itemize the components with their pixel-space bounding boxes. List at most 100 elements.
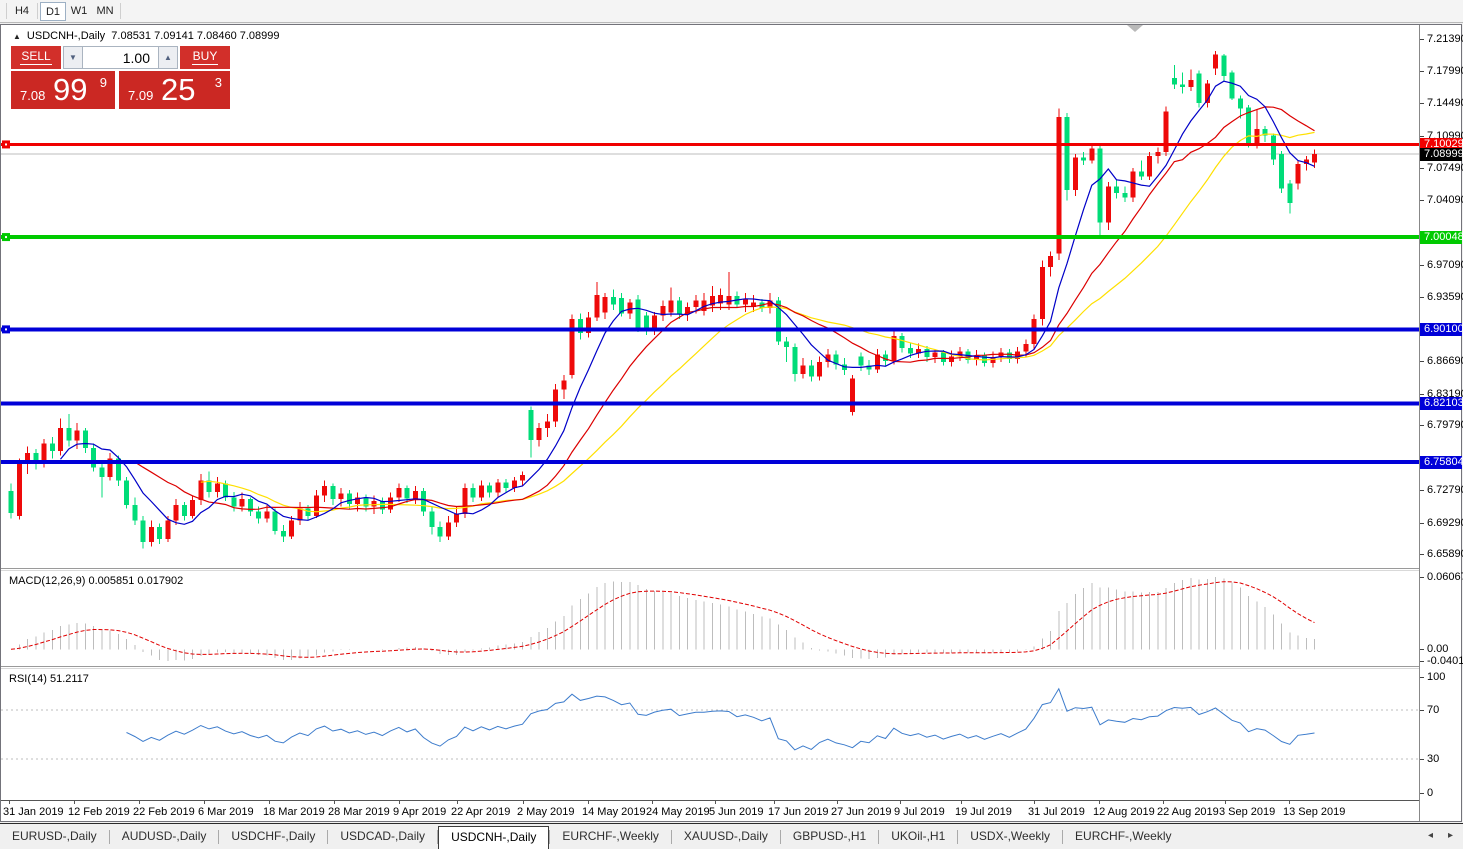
tabs-scroll-left-icon[interactable]: ◂ <box>1428 830 1434 841</box>
chart-tab-eurusd-daily[interactable]: EURUSD-,Daily <box>12 829 97 843</box>
price-tick-label: 7.07490 <box>1427 162 1463 174</box>
price-badge: 6.82103 <box>1420 397 1463 411</box>
macd-tick <box>1420 649 1424 651</box>
tab-separator <box>779 830 781 844</box>
timeframe-button-w1[interactable]: W1 <box>70 5 88 17</box>
buy-price-pip-digit: 3 <box>214 75 222 90</box>
date-label: 6 Mar 2019 <box>198 806 254 818</box>
chart-tab-usdcad-daily[interactable]: USDCAD-,Daily <box>340 829 426 843</box>
rsi-tick <box>1420 759 1424 761</box>
rsi-tick-label: 70 <box>1427 703 1440 716</box>
macd-tick-label: 0.060674 <box>1427 571 1463 583</box>
date-tick <box>715 801 716 804</box>
chart-tab-usdchf-daily[interactable]: USDCHF-,Daily <box>231 829 316 843</box>
date-tick <box>523 801 524 804</box>
date-label: 9 Jul 2019 <box>894 806 945 818</box>
price-tick <box>1420 70 1424 72</box>
price-tick-label: 6.69290 <box>1427 516 1463 529</box>
price-tick-label: 7.04090 <box>1427 193 1463 206</box>
ma-line-7 <box>60 80 1315 525</box>
volume-decrease-icon[interactable]: ▼ <box>63 46 83 69</box>
price-tick-label: 6.79790 <box>1427 419 1463 432</box>
tab-separator <box>670 830 672 844</box>
chart-title: ▲ USDCNH-,Daily 7.08531 7.09141 7.08460 7… <box>13 30 280 42</box>
volume-increase-icon[interactable]: ▲ <box>158 46 178 69</box>
price-tick <box>1420 264 1424 266</box>
price-tick-label: 6.83190 <box>1427 387 1463 400</box>
date-tick <box>334 801 335 804</box>
chart-tab-usdx-weekly[interactable]: USDX-,Weekly <box>970 829 1051 843</box>
chart-tab-eurchf-weekly[interactable]: EURCHF-,Weekly <box>1075 829 1172 843</box>
timeframe-button-mn[interactable]: MN <box>96 5 114 17</box>
date-label: 3 Sep 2019 <box>1219 806 1276 818</box>
volume-input[interactable] <box>83 46 158 69</box>
panel-divider[interactable] <box>1 666 1419 669</box>
chart-tab-ukoil-h1[interactable]: UKOil-,H1 <box>891 829 946 843</box>
sell-button[interactable]: SELL <box>11 46 61 69</box>
date-label: 12 Feb 2019 <box>68 806 130 818</box>
price-tick-label: 7.17990 <box>1427 64 1463 77</box>
date-label: 5 Jun 2019 <box>709 806 764 818</box>
timeframe-button-h4[interactable]: H4 <box>14 5 30 17</box>
collapse-panel-icon[interactable]: ▲ <box>13 32 21 41</box>
rsi-tick <box>1420 709 1424 711</box>
date-tick <box>9 801 10 804</box>
date-tick <box>204 801 205 804</box>
price-axis[interactable]: 7.21390 7.17990 7.14490 7.10990 7.07490 7.040… <box>1419 25 1463 821</box>
main-price-chart[interactable] <box>1 25 1419 568</box>
ma-line-15 <box>126 106 1315 511</box>
date-tick <box>399 801 400 804</box>
ma-line-24 <box>200 131 1315 513</box>
tab-separator <box>957 830 959 844</box>
date-label: 17 Jun 2019 <box>768 806 829 818</box>
date-tick <box>588 801 589 804</box>
panel-divider[interactable] <box>1 568 1419 571</box>
price-tick <box>1420 296 1424 298</box>
chart-tab-gbpusd-h1[interactable]: GBPUSD-,H1 <box>792 829 867 843</box>
one-click-trading-panel: SELL ▼ ▲ BUY 7.08 99 9 7.09 25 3 <box>11 46 230 109</box>
tab-separator <box>878 830 880 844</box>
date-label: 27 Jun 2019 <box>831 806 892 818</box>
date-label: 2 May 2019 <box>517 806 575 818</box>
tabs-scroll-right-icon[interactable]: ▸ <box>1448 830 1454 841</box>
price-tick <box>1420 361 1424 363</box>
chart-tab-eurchf-weekly[interactable]: EURCHF-,Weekly <box>562 829 659 843</box>
date-tick <box>961 801 962 804</box>
buy-price-quote[interactable]: 7.09 25 3 <box>119 71 230 109</box>
date-tick <box>652 801 653 804</box>
chart-scroll-grip-icon[interactable] <box>1127 25 1143 32</box>
price-tick <box>1420 39 1424 40</box>
tab-separator <box>1062 830 1064 844</box>
chart-tab-audusd-daily[interactable]: AUDUSD-,Daily <box>121 829 207 843</box>
chart-tab-xauusd-daily[interactable]: XAUUSD-,Daily <box>683 829 768 843</box>
date-axis[interactable]: 31 Jan 2019 12 Feb 2019 22 Feb 2019 6 Mar 2… <box>1 800 1419 821</box>
rsi-label: RSI(14) 51.2117 <box>9 673 89 685</box>
tab-separator <box>327 830 329 844</box>
macd-tick <box>1420 577 1424 578</box>
date-label: 22 Feb 2019 <box>133 806 195 818</box>
chart-tab-bar: ◂ ▸ EURUSD-,Daily AUDUSD-,Daily USDCHF-,Da… <box>0 823 1463 849</box>
buy-button[interactable]: BUY <box>180 46 230 69</box>
ohlc-values: 7.08531 7.09141 7.08460 7.08999 <box>111 30 280 42</box>
sell-price-big-digits: 99 <box>53 72 88 107</box>
sell-price-quote[interactable]: 7.08 99 9 <box>11 71 115 109</box>
rsi-indicator-chart[interactable] <box>1 669 1419 800</box>
price-badge: 6.75804 <box>1420 455 1463 469</box>
chart-tab-usdcnh-daily[interactable]: USDCNH-,Daily <box>438 826 550 849</box>
date-label: 9 Apr 2019 <box>393 806 447 818</box>
date-label: 12 Aug 2019 <box>1093 806 1155 818</box>
date-tick <box>139 801 140 804</box>
toolbar-separator <box>6 3 7 19</box>
price-tick <box>1420 103 1424 105</box>
macd-tick <box>1420 661 1424 662</box>
date-tick <box>774 801 775 804</box>
tab-separator <box>108 830 110 844</box>
rsi-tick-label: 0 <box>1427 787 1434 799</box>
date-tick <box>1163 801 1164 804</box>
date-label: 22 Aug 2019 <box>1157 806 1219 818</box>
price-tick <box>1420 135 1424 137</box>
date-label: 24 May 2019 <box>646 806 710 818</box>
date-tick <box>837 801 838 804</box>
timeframe-button-d1[interactable]: D1 <box>40 2 66 21</box>
macd-indicator-chart[interactable] <box>1 571 1419 666</box>
